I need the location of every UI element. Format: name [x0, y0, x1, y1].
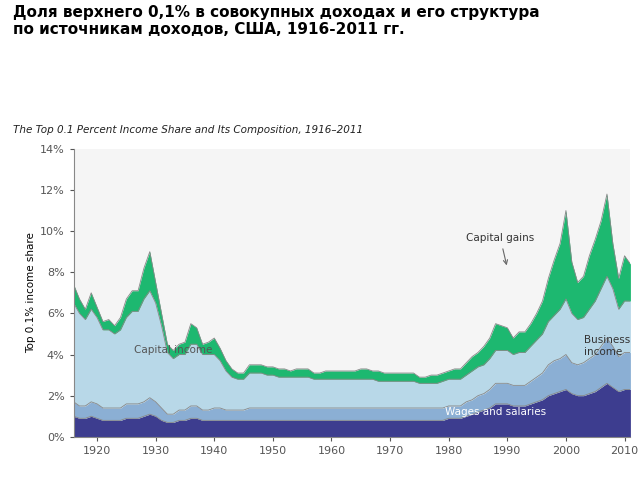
Text: Capital gains: Capital gains	[467, 233, 534, 264]
Text: Business
income: Business income	[584, 336, 630, 357]
Text: The Top 0.1 Percent Income Share and Its Composition, 1916–2011: The Top 0.1 Percent Income Share and Its…	[13, 125, 363, 135]
Text: Доля верхнего 0,1% в совокупных доходах и его структура
по источникам доходов, С: Доля верхнего 0,1% в совокупных доходах …	[13, 5, 540, 37]
Text: Capital income: Capital income	[134, 346, 212, 355]
Y-axis label: Top 0.1% income share: Top 0.1% income share	[26, 232, 36, 353]
Text: Wages and salaries: Wages and salaries	[445, 407, 546, 417]
